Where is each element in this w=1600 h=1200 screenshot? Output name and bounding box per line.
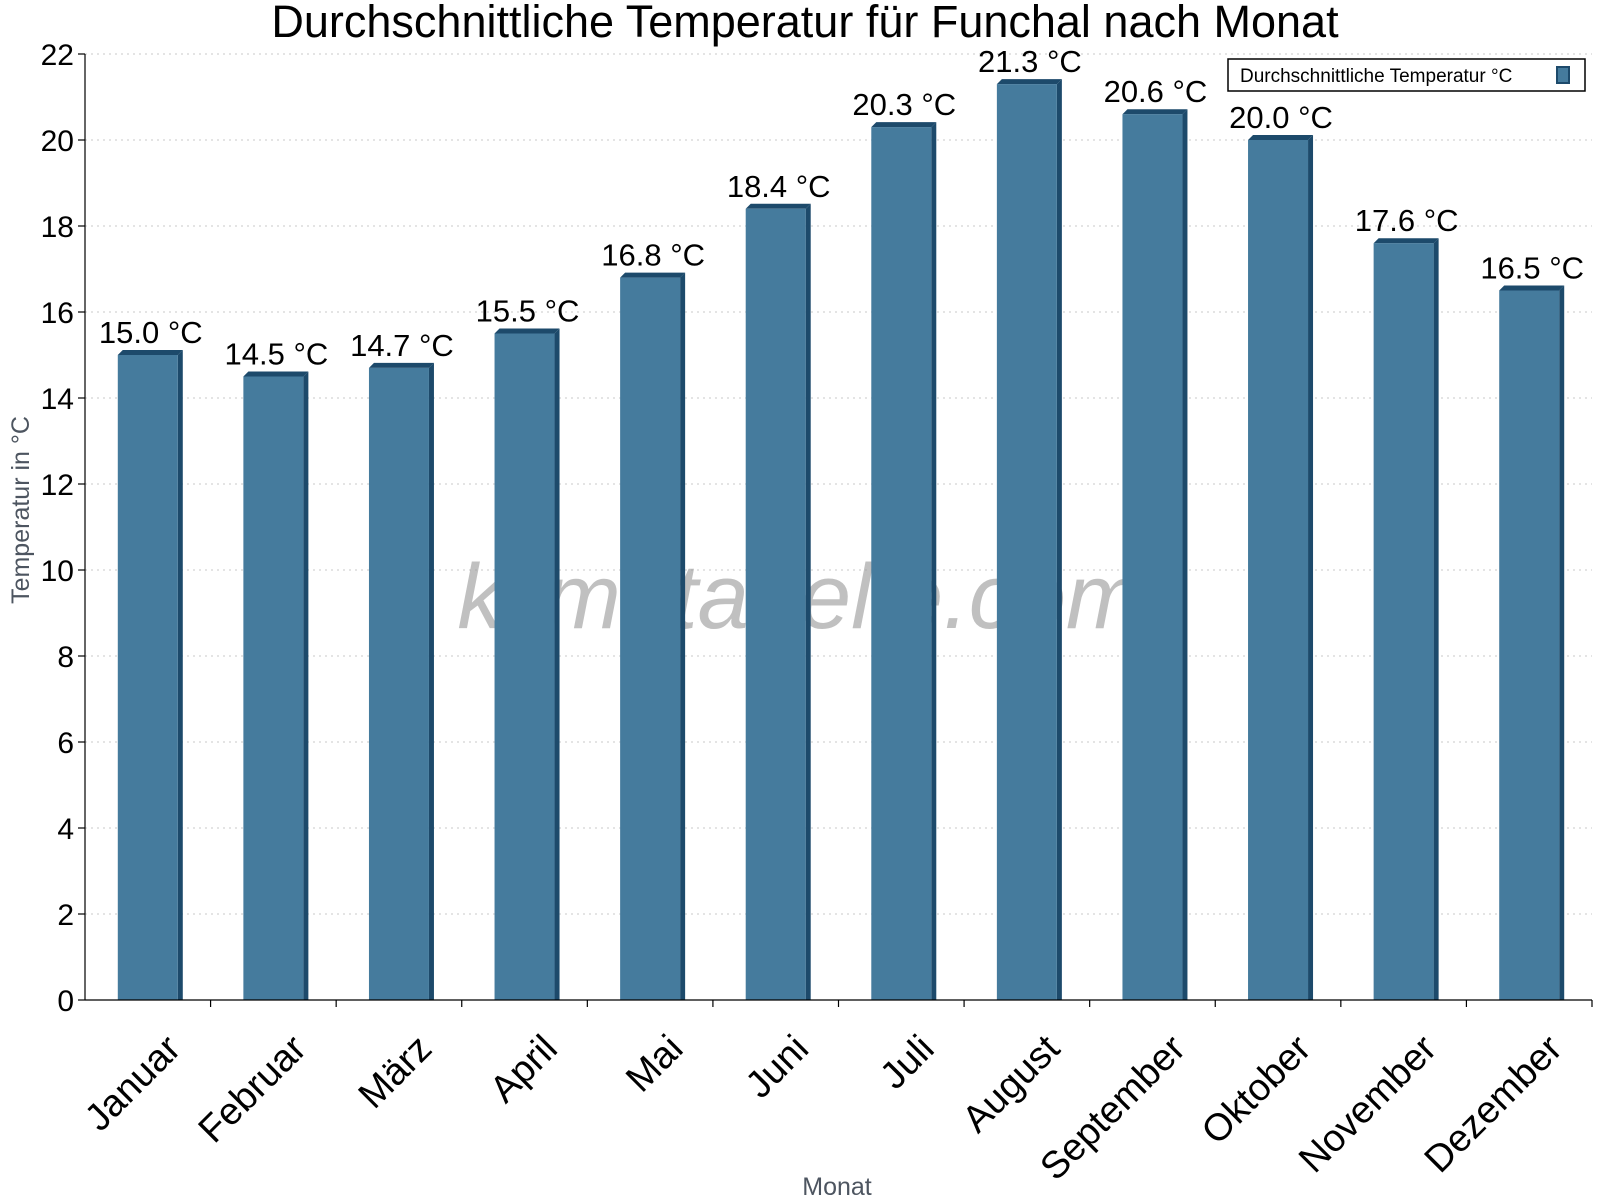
data-label: 14.5 °C (225, 337, 329, 372)
bar (996, 84, 1057, 1001)
legend-label: Durchschnittliche Temperatur °C (1240, 66, 1512, 87)
legend-swatch (1556, 66, 1570, 84)
x-category-label: Januar (77, 1027, 189, 1139)
x-category-label: Dezember (1417, 1027, 1571, 1181)
y-tick-label: 2 (57, 899, 74, 932)
bar-top (745, 203, 811, 209)
bar-side (1559, 285, 1565, 1000)
bar-side (554, 328, 560, 1000)
bar-side (428, 362, 434, 1000)
y-tick-label: 16 (41, 297, 74, 330)
bar (1373, 243, 1434, 1000)
bar-top (620, 272, 686, 278)
data-label: 14.7 °C (350, 328, 454, 363)
x-category-label: Mai (618, 1028, 691, 1101)
x-category-label: Februar (191, 1027, 315, 1151)
y-tick-label: 8 (57, 641, 74, 674)
bar-side (1056, 79, 1062, 1001)
x-category-label: Juni (738, 1028, 817, 1107)
bars (117, 79, 1565, 1001)
gridlines (85, 53, 1592, 915)
data-label: 16.5 °C (1480, 251, 1584, 286)
bar-top (243, 371, 309, 377)
bar (243, 376, 304, 1000)
legend: Durchschnittliche Temperatur °C (1227, 58, 1586, 92)
bar (368, 367, 429, 1000)
y-tick-label: 10 (41, 555, 74, 588)
bar-top (1499, 285, 1565, 291)
data-labels: 15.0 °C 14.5 °C 14.7 °C 15.5 °C 16.8 °C 18.4 … (99, 44, 1584, 371)
y-tick-label: 14 (41, 383, 74, 416)
y-tick-label: 22 (41, 39, 74, 72)
bar (494, 333, 555, 1000)
bar (1499, 290, 1560, 1000)
bar-side (177, 350, 183, 1000)
x-category-label: August (955, 1027, 1069, 1141)
data-label: 16.8 °C (601, 238, 705, 273)
data-label: 20.6 °C (1104, 74, 1208, 109)
bar-side (805, 203, 811, 1001)
y-tick-label: 6 (57, 727, 74, 760)
data-label: 21.3 °C (978, 44, 1082, 79)
bar-top (1122, 109, 1188, 115)
x-category-label: Juli (872, 1028, 942, 1098)
x-axis-title: Monat (802, 1173, 872, 1200)
data-label: 15.0 °C (99, 315, 203, 350)
data-label: 17.6 °C (1355, 203, 1459, 238)
bar (117, 355, 178, 1000)
bar (871, 127, 932, 1001)
bar (745, 208, 806, 1001)
data-label: 20.0 °C (1229, 100, 1333, 135)
bar-side (1433, 238, 1439, 1000)
y-axis-title: Temperatur in °C (7, 416, 35, 604)
x-category-label: März (351, 1028, 440, 1117)
y-tick-label: 12 (41, 469, 74, 502)
y-tick-label: 20 (41, 125, 74, 158)
bar-top (996, 79, 1062, 85)
bar-top (871, 122, 937, 128)
bar-side (1182, 109, 1188, 1000)
legend-box (1227, 58, 1586, 92)
x-category-label: April (482, 1028, 565, 1111)
bar-top (1373, 238, 1439, 244)
bar (620, 277, 681, 1001)
bar-top (368, 362, 434, 368)
data-label: 18.4 °C (727, 169, 831, 204)
y-tick-label: 0 (57, 985, 74, 1018)
bar-side (931, 122, 937, 1001)
bar (1248, 140, 1309, 1000)
y-tick-label: 4 (57, 813, 74, 846)
chart-title: Durchschnittliche Temperatur für Funchal… (271, 0, 1339, 47)
bar-top (117, 350, 183, 355)
y-tick-label: 18 (41, 211, 74, 244)
bar-top (494, 328, 560, 334)
data-label: 15.5 °C (476, 294, 580, 329)
bar-side (680, 272, 686, 1001)
bar-side (1308, 135, 1314, 1000)
bar-side (303, 371, 309, 1000)
data-label: 20.3 °C (852, 87, 956, 122)
bar (1122, 114, 1183, 1000)
bar-top (1248, 135, 1314, 140)
x-category-label: Oktober (1194, 1027, 1320, 1153)
